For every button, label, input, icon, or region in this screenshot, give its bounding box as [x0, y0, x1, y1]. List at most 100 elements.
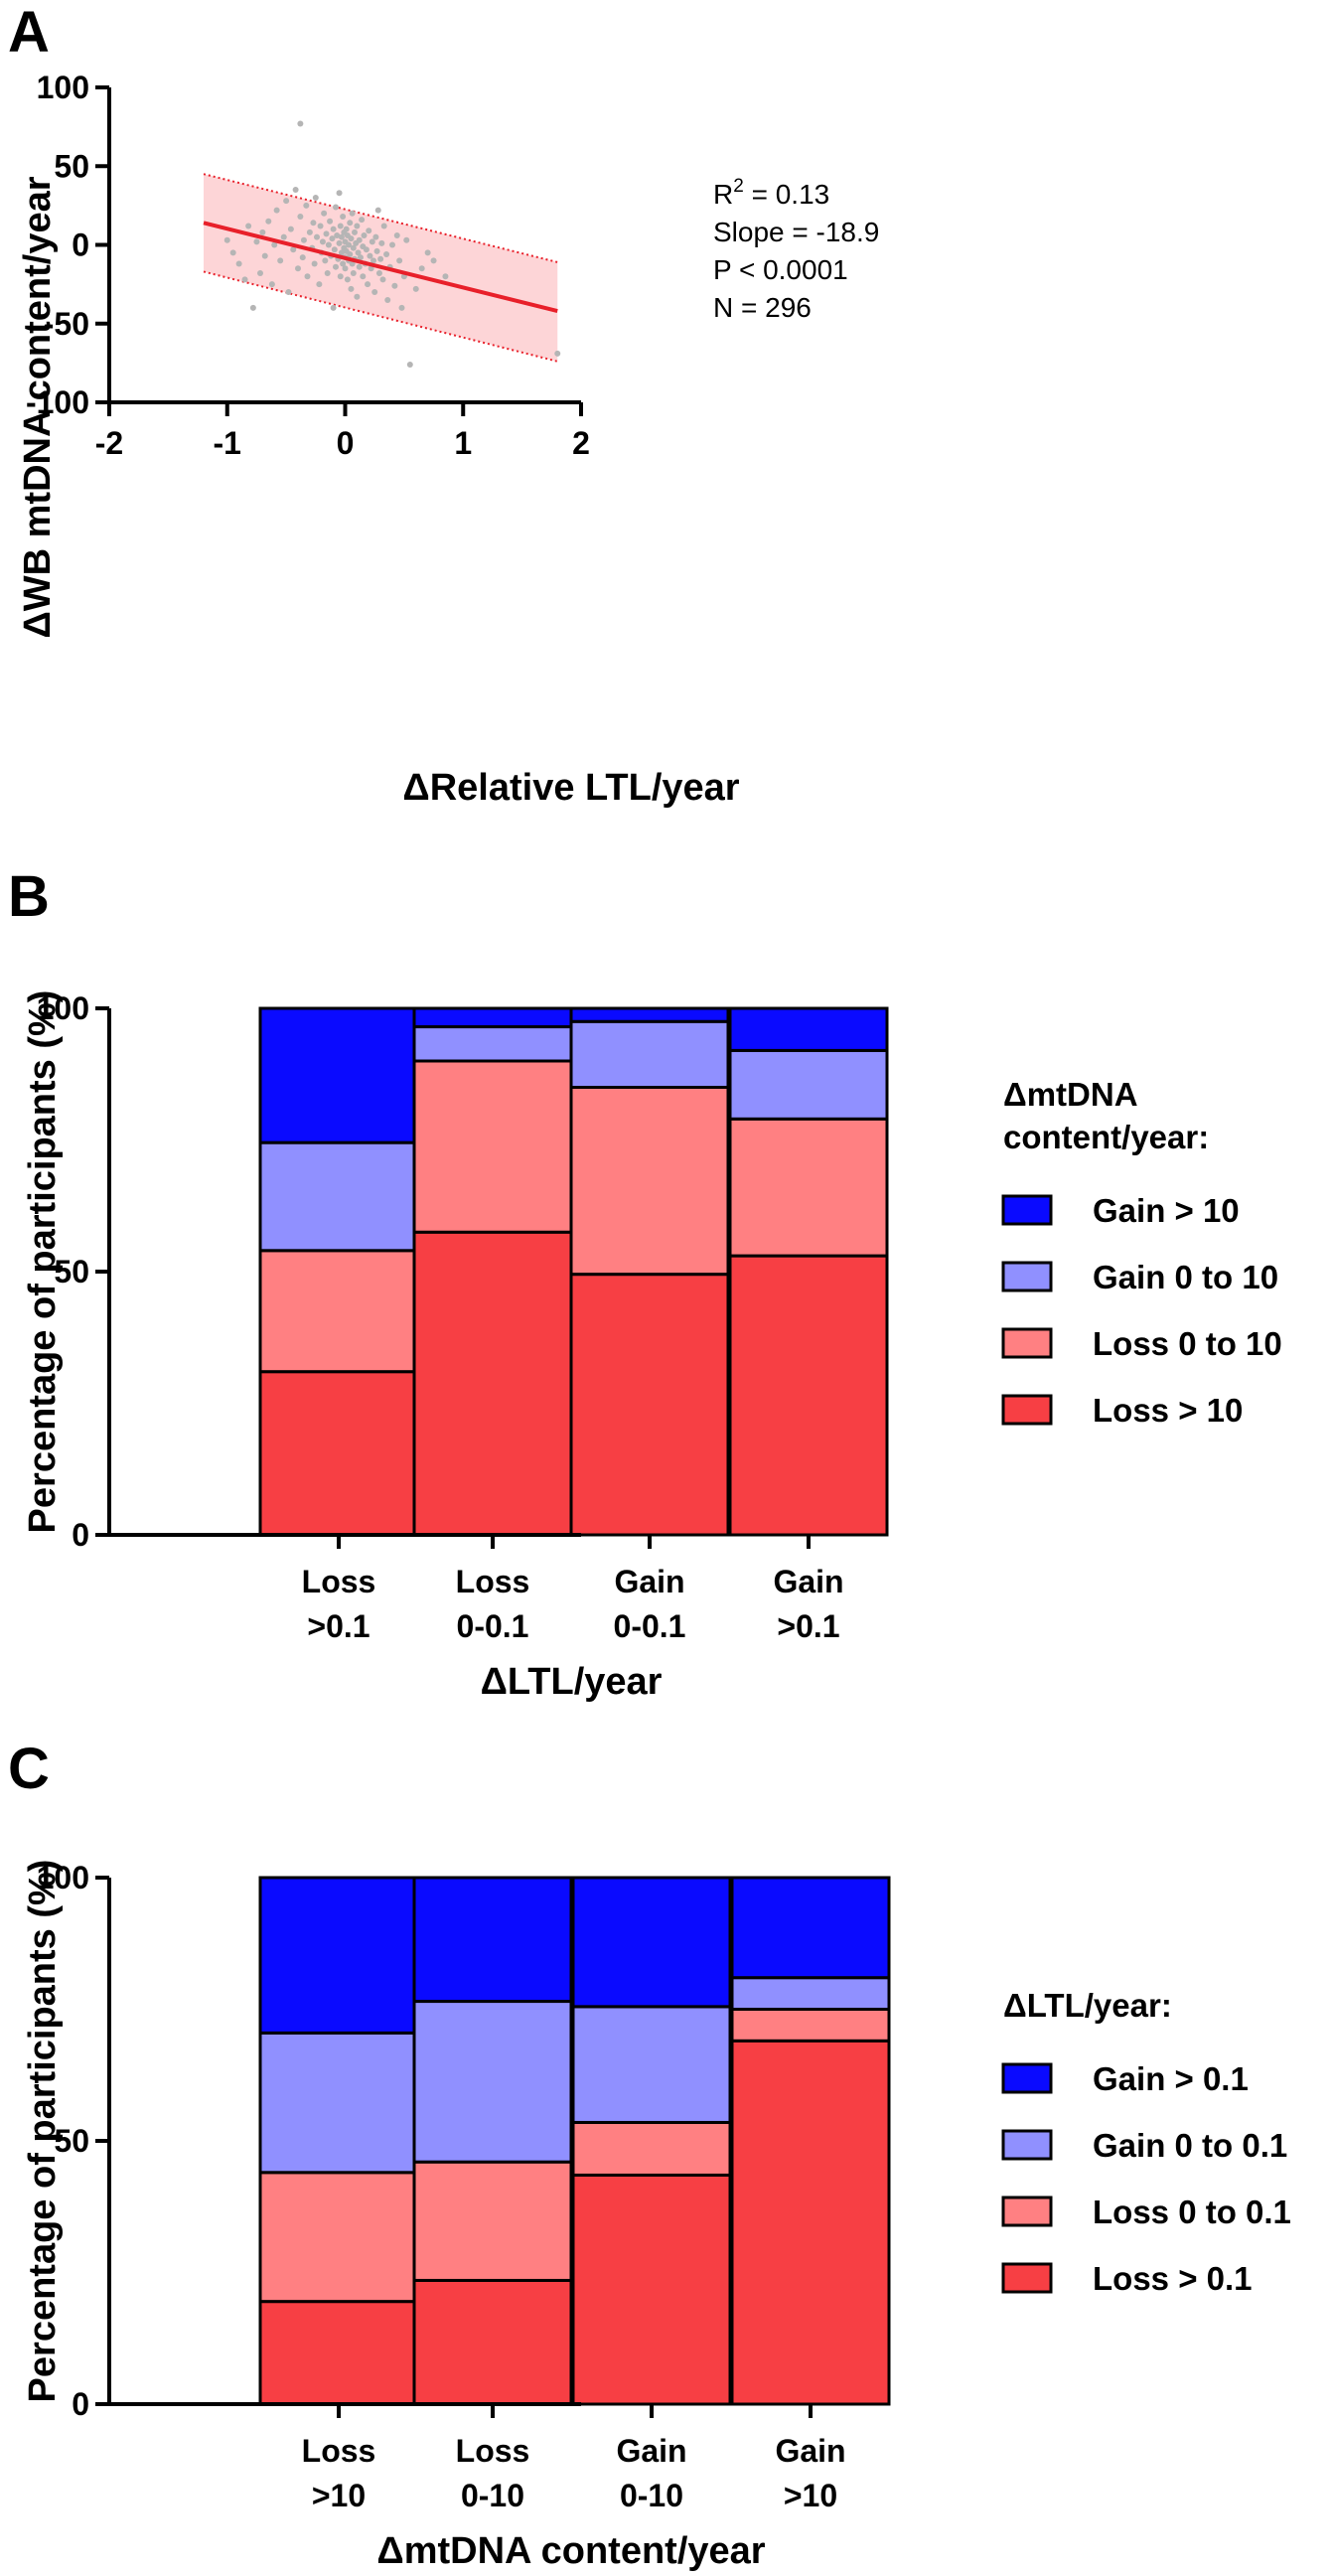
y-axis-title-b: Percentage of participants (%) [22, 990, 64, 1534]
fit-line [203, 221, 558, 314]
panel-label-b: B [8, 864, 50, 929]
scatter-point [321, 210, 328, 217]
scatter-point [306, 228, 313, 235]
x-tick-label-a: 0 [337, 425, 355, 461]
scatter-point [323, 230, 330, 237]
scatter-point [229, 249, 236, 256]
bar-segment [258, 1876, 419, 2035]
scatter-point [304, 273, 311, 280]
scatter-point [373, 247, 380, 254]
scatter-point [271, 241, 278, 248]
legend-label: Loss > 10 [1093, 1392, 1243, 1429]
bar-segment [569, 1006, 730, 1023]
scatter-point [370, 257, 376, 264]
legend-title: content/year: [1003, 1119, 1209, 1155]
legend-label: Gain 0 to 0.1 [1093, 2127, 1287, 2164]
legend-swatch [1001, 2196, 1053, 2227]
bar-segment [258, 1140, 419, 1253]
y-tick-label-a: 50 [54, 148, 89, 184]
legend-swatch [1001, 1261, 1053, 1292]
bar-segment [412, 2278, 573, 2406]
scatter-point [295, 265, 301, 272]
y-tick-label: 0 [72, 2386, 89, 2422]
scatter-point [344, 276, 351, 283]
x-tick-label: >0.1 [307, 1608, 370, 1644]
r-squared-value: = 0.13 [744, 179, 829, 210]
panel-b: B 100 50 0 Loss >0.1 Loss 0-0.1 Gain 0-0.1 Gain >0… [8, 864, 1282, 1703]
scatter-point [316, 281, 323, 288]
bar-segment [412, 2000, 573, 2164]
scatter-point [257, 270, 263, 277]
y-tick-label: 50 [54, 2123, 89, 2159]
scatter-point [430, 257, 437, 264]
scatter-point [348, 235, 355, 242]
p-value-annotation: P < 0.0001 [713, 254, 848, 285]
scatter-point [442, 273, 449, 280]
bar-segment [412, 1876, 573, 2004]
y-tick-label-a: -100 [26, 384, 89, 420]
scatter-point [350, 270, 357, 277]
scatter-point [253, 238, 260, 245]
slope-annotation: Slope = -18.9 [713, 217, 879, 247]
x-tick-label: >10 [784, 2478, 837, 2513]
x-axis-title-a: ΔRelative LTL/year [402, 767, 739, 809]
scatter-point [273, 207, 280, 214]
y-axis-title-c: Percentage of participants (%) [22, 1860, 64, 2403]
scatter-point [367, 252, 373, 259]
scatter-point [374, 207, 381, 214]
legend-label: Loss 0 to 10 [1093, 1325, 1282, 1362]
x-tick-label: Gain [616, 2433, 686, 2469]
x-tick-label: 0-0.1 [614, 1608, 686, 1644]
scatter-point [312, 194, 319, 201]
bar-segment [412, 2160, 573, 2282]
scatter-point [268, 281, 275, 288]
scatter-point [424, 249, 431, 256]
x-tick-label: >0.1 [777, 1608, 839, 1644]
x-tick-label: >10 [312, 2478, 366, 2513]
scatter-point [403, 236, 410, 243]
axes-b: 100 50 0 Loss >0.1 Loss 0-0.1 Gain 0-0.1 Gain >0.1 [37, 990, 844, 1644]
legend-swatch [1001, 2062, 1053, 2094]
scatter-point [379, 276, 386, 283]
scatter-point [249, 304, 256, 311]
x-tick-label: 0-10 [620, 2478, 683, 2513]
bar-segment [571, 1876, 732, 2009]
scatter-point [329, 235, 336, 242]
legend-title: ΔLTL/year: [1003, 1987, 1172, 2024]
legend-title: ΔmtDNA [1003, 1076, 1138, 1113]
scatter-point [383, 251, 390, 258]
scatter-point [375, 270, 382, 277]
scatter-point [361, 231, 368, 238]
regression-line [203, 221, 558, 314]
x-tick-label: Loss [302, 1564, 376, 1599]
scatter-point [354, 293, 361, 300]
legend-swatch [1001, 1194, 1053, 1226]
scatter-point [384, 296, 391, 303]
x-tick-label: Loss [456, 1564, 530, 1599]
legend-swatch [1001, 2129, 1053, 2161]
scatter-point [391, 282, 398, 289]
x-tick-label-a: 2 [572, 425, 590, 461]
scatter-point [369, 238, 375, 245]
scatter-point [337, 273, 344, 280]
panel-label-c: C [8, 1737, 50, 1801]
bar-segment [728, 1048, 889, 1121]
scatter-point [290, 246, 297, 253]
x-axis-title-b: ΔLTL/year [481, 1661, 663, 1703]
scatter-point [300, 236, 307, 243]
scatter-point [317, 223, 324, 229]
scatter-point [336, 239, 343, 246]
scatter-point [324, 270, 331, 277]
scatter-point [363, 246, 370, 253]
stacked-bars-c [258, 1876, 891, 2406]
scatter-point [338, 249, 345, 256]
prediction-band-upper [203, 173, 558, 263]
scatter-point [338, 233, 345, 240]
y-tick-label: 50 [54, 1254, 89, 1289]
scatter-point [347, 220, 354, 227]
x-tick-label-a: -1 [214, 425, 241, 461]
scatter-point [368, 265, 374, 272]
panel-label-a: A [8, 0, 50, 65]
scatter-point [365, 281, 371, 288]
scatter-point [322, 257, 329, 264]
